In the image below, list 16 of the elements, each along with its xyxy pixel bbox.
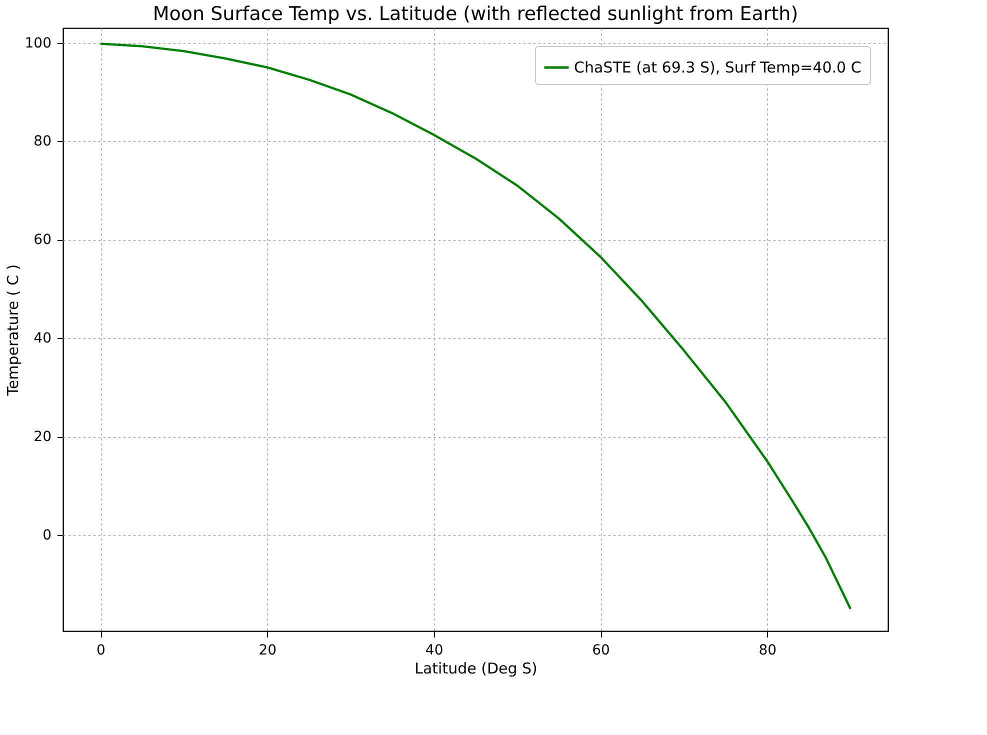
x-tick-label: 60	[592, 642, 610, 658]
x-tick-label: 40	[425, 642, 444, 658]
y-axis-title: Temperature ( C )	[4, 264, 22, 397]
y-tick-label: 0	[42, 528, 52, 544]
x-axis-title: Latitude (Deg S)	[414, 660, 538, 678]
chart-title: Moon Surface Temp vs. Latitude (with reflected sunlight from Earth)	[152, 3, 798, 25]
y-tick-label: 40	[34, 330, 52, 347]
x-tick-label: 80	[758, 642, 777, 658]
y-tick-label: 20	[34, 429, 52, 446]
y-tick-label: 100	[24, 35, 52, 52]
x-tick-label: 20	[258, 642, 277, 658]
line-series	[99, 42, 852, 610]
x-tick-label: 0	[96, 642, 106, 658]
legend-label: ChaSTE (at 69.3 S), Surf Temp=40.0 C	[574, 58, 862, 76]
y-tick-label: 60	[34, 232, 52, 248]
y-tick-label: 80	[34, 134, 52, 150]
